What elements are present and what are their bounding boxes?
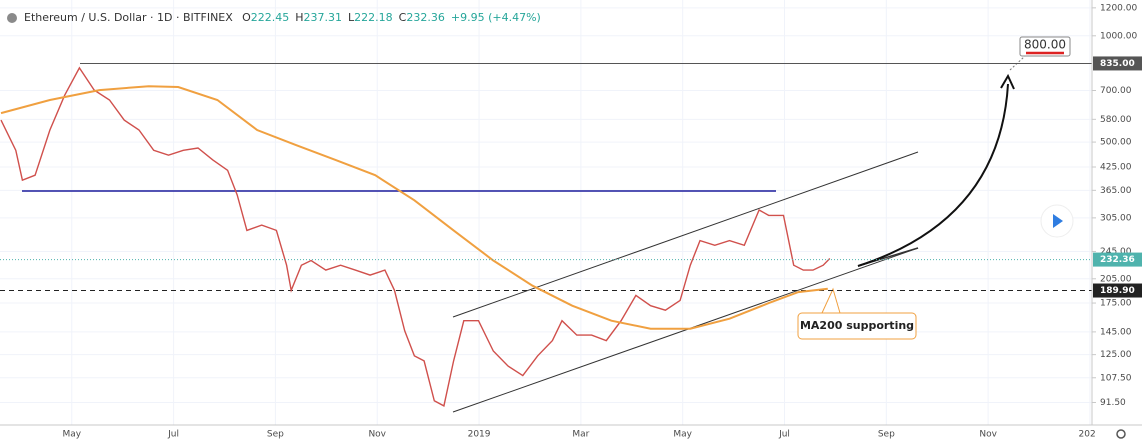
settings-icon[interactable] xyxy=(1116,429,1126,439)
y-tick-label: 107.50 xyxy=(1100,373,1132,383)
pointer-line xyxy=(1009,55,1026,71)
callout-box xyxy=(797,312,917,340)
y-tick-label: 175.00 xyxy=(1100,299,1132,309)
grid xyxy=(0,0,1092,425)
level-label-box xyxy=(1093,56,1142,71)
ohlc-value: 237.31 xyxy=(304,11,343,24)
x-tick-label: Sep xyxy=(267,430,284,440)
y-tick-label: 125.00 xyxy=(1100,350,1132,360)
x-tick-label: Nov xyxy=(368,430,386,440)
x-tick-label: Mar xyxy=(572,430,589,440)
y-tick-label: 500.00 xyxy=(1100,138,1132,148)
chart-title: Ethereum / U.S. Dollar · 1D · BITFINEX xyxy=(24,11,233,24)
y-tick-label: 145.00 xyxy=(1100,327,1132,337)
x-tick-label: Nov xyxy=(979,430,997,440)
y-tick-label: 365.00 xyxy=(1100,186,1132,196)
header: Ethereum / U.S. Dollar · 1D · BITFINEX O2… xyxy=(24,11,541,24)
ohlc-value: 222.18 xyxy=(354,11,393,24)
x-tick-label: Sep xyxy=(878,430,895,440)
y-tick-label: 580.00 xyxy=(1100,115,1132,125)
y-tick-label: 1200.00 xyxy=(1100,3,1137,13)
plot-area: 800.00 MA200 supporting xyxy=(0,36,1092,413)
last-price-label: 232.36 xyxy=(1100,255,1135,265)
y-tick-label: 1000.00 xyxy=(1100,31,1137,41)
y-tick-label: 305.00 xyxy=(1100,213,1132,223)
level-label-box xyxy=(1093,283,1142,298)
ohlc-key: O xyxy=(242,11,251,24)
x-tick-label: May xyxy=(673,430,692,440)
callout-text: MA200 supporting xyxy=(800,319,914,332)
change: +9.95 (+4.47%) xyxy=(451,11,541,24)
axes: 1200.00 1000.00 700.00 580.00 500.00 425.00 36… xyxy=(62,3,1142,440)
y-tick-label: 245.00 xyxy=(1100,247,1132,257)
series-line xyxy=(0,85,828,330)
channel-upper xyxy=(452,151,919,318)
level-label: 835.00 xyxy=(1100,59,1135,69)
ohlc-value: 222.45 xyxy=(251,11,290,24)
x-tick-label: 2020 xyxy=(1079,430,1102,440)
callout-pointer xyxy=(821,287,841,314)
ohlc-key: C xyxy=(399,11,407,24)
arrow xyxy=(857,83,1009,267)
ohlc-key: H xyxy=(295,11,303,24)
channel-lower xyxy=(452,247,919,413)
x-tick-label: Jul xyxy=(167,430,179,440)
y-tick-label: 91.50 xyxy=(1100,398,1126,408)
ohlc-value: 232.36 xyxy=(406,11,445,24)
target-box xyxy=(1019,36,1071,57)
ohlc-key: L xyxy=(348,11,355,24)
play-icon xyxy=(1053,214,1063,228)
symbol-icon xyxy=(7,13,17,23)
x-tick-label: May xyxy=(62,430,81,440)
x-tick-label: Jul xyxy=(778,430,790,440)
y-tick-label: 700.00 xyxy=(1100,86,1132,96)
target-text: 800.00 xyxy=(1024,38,1066,52)
arrow-head xyxy=(1000,73,1015,90)
y-tick-label: 205.00 xyxy=(1100,274,1132,284)
level-label: 189.90 xyxy=(1100,286,1135,296)
last-price-box xyxy=(1093,252,1142,267)
x-tick-label: 2019 xyxy=(468,430,491,440)
y-tick-label: 425.00 xyxy=(1100,163,1132,173)
series-line xyxy=(0,66,831,407)
